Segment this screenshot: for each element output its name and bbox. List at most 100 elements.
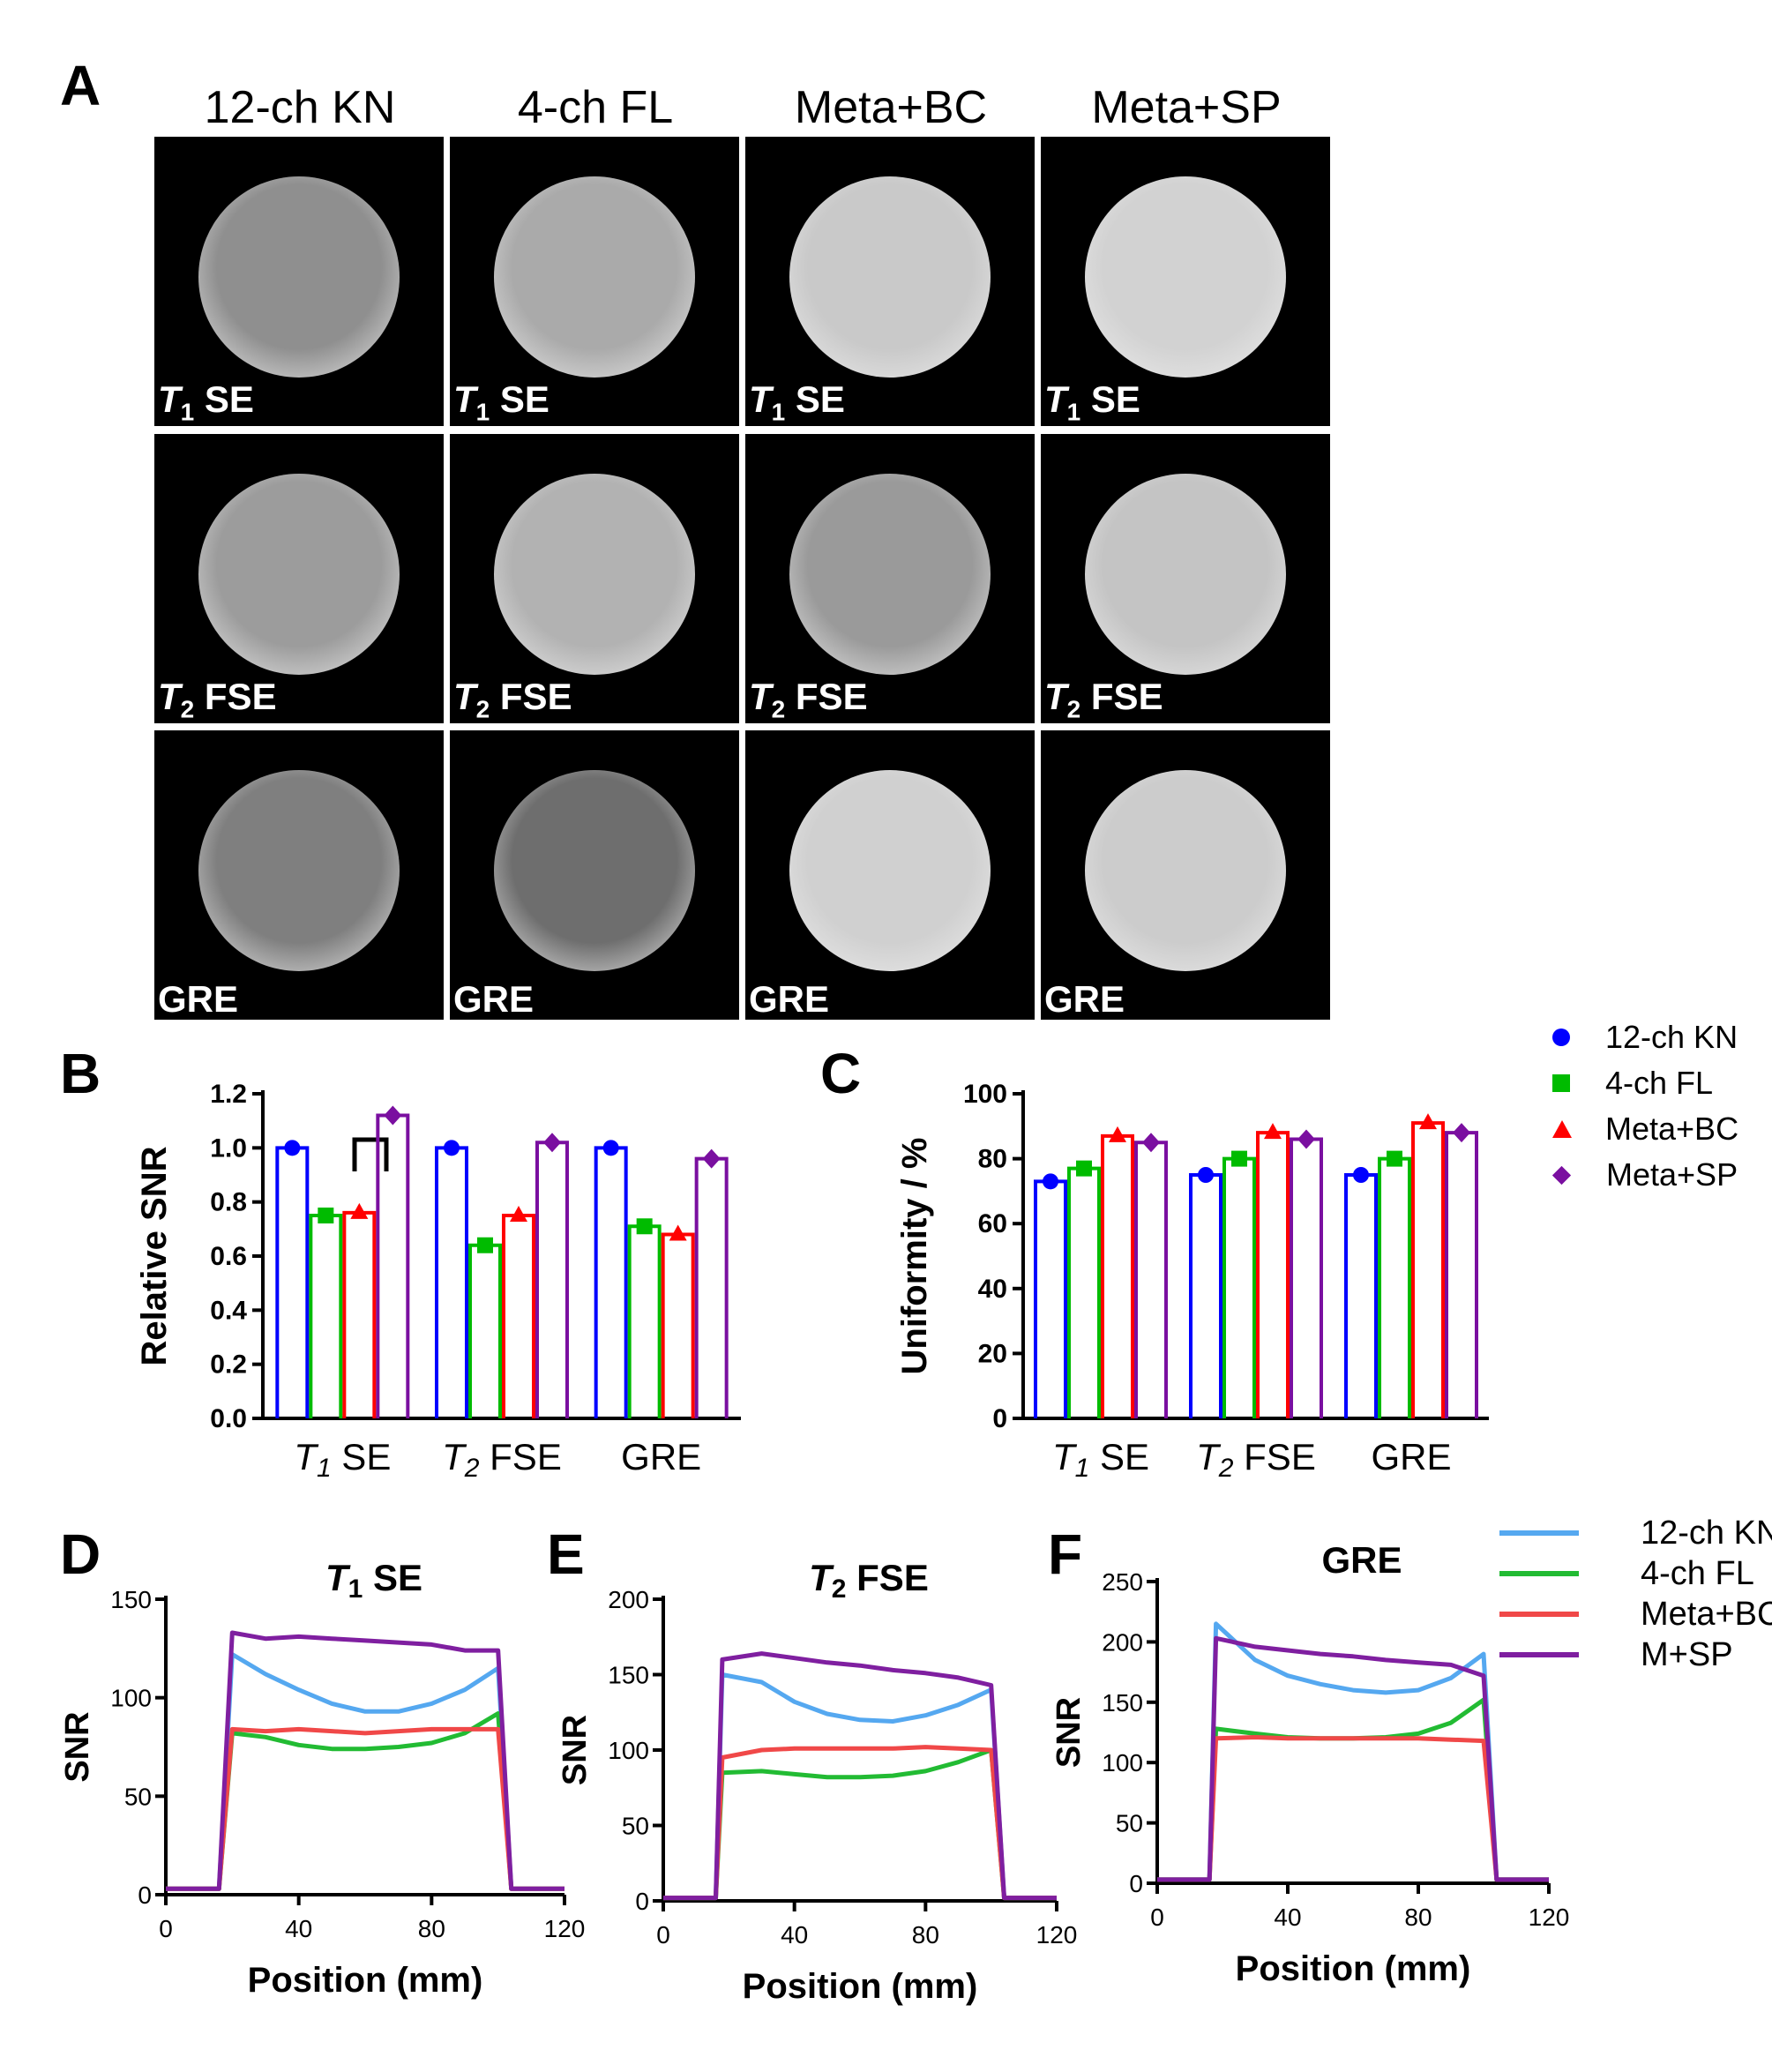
data-point [543, 1133, 561, 1153]
y-tick-label: 0.6 [210, 1242, 247, 1271]
legend-label: 12-ch KN [1605, 1019, 1738, 1055]
bar [376, 1113, 410, 1418]
data-point [1387, 1150, 1402, 1167]
series-line [1157, 1621, 1549, 1882]
y-tick-label: 1.0 [210, 1133, 247, 1163]
y-axis-label: SNR [557, 1715, 594, 1785]
legend-item: 4-ch FL [1552, 1060, 1738, 1106]
phantom-disc [198, 770, 400, 971]
column-header-12ch-kn: 12-ch KN [204, 82, 396, 133]
x-tick-label: 0 [159, 1915, 173, 1942]
data-point [1198, 1167, 1214, 1183]
bar [1445, 1131, 1478, 1418]
data-point [702, 1148, 721, 1169]
legend-item: M+SP [1499, 1634, 1772, 1675]
panel-letter-f: F [1048, 1522, 1083, 1586]
legend-item: 4-ch FL [1499, 1553, 1772, 1594]
y-tick-label: 0 [992, 1404, 1007, 1433]
phantom-disc [494, 176, 695, 378]
series-line [166, 1726, 564, 1891]
y-tick-label: 50 [1116, 1810, 1143, 1837]
data-point [510, 1206, 527, 1222]
bar [1101, 1133, 1134, 1418]
bar [661, 1232, 695, 1418]
series-line [663, 1651, 1057, 1901]
panel-letter-e: E [547, 1522, 585, 1586]
panel-letter-c: C [820, 1042, 862, 1105]
data-point [384, 1105, 402, 1126]
y-tick-label: 200 [608, 1586, 649, 1613]
x-tick-label: 80 [1404, 1904, 1432, 1931]
y-tick-label: 150 [110, 1586, 152, 1613]
legend-label: M+SP [1641, 1635, 1733, 1673]
y-tick-label: 0.8 [210, 1188, 247, 1217]
legend-item: Meta+BC [1499, 1594, 1772, 1634]
mri-image-tile: GRE [450, 730, 739, 1020]
bar [594, 1146, 628, 1418]
bar [1290, 1137, 1323, 1418]
phantom-disc [198, 176, 400, 378]
category-tick-label: GRE [1371, 1436, 1451, 1477]
bar [694, 1156, 729, 1418]
x-tick-label: 40 [1274, 1904, 1301, 1931]
y-tick-label: 20 [978, 1339, 1007, 1368]
bar [1378, 1156, 1411, 1418]
phantom-disc [1085, 176, 1286, 378]
bar [342, 1210, 377, 1418]
x-axis-label: Position (mm) [1236, 1949, 1471, 1988]
phantom-disc [1085, 770, 1286, 971]
legend-label: 4-ch FL [1605, 1065, 1714, 1101]
data-point [669, 1224, 687, 1241]
data-point [477, 1237, 493, 1253]
y-tick-label: 50 [124, 1783, 152, 1810]
square-marker-icon [1552, 1074, 1570, 1092]
series-line [166, 1630, 564, 1891]
sequence-label: T1 SE [158, 378, 254, 425]
column-header-meta-bc: Meta+BC [794, 82, 988, 133]
x-tick-label: 0 [656, 1921, 670, 1949]
sequence-label: GRE [1044, 978, 1125, 1020]
mri-image-tile: T2 FSE [745, 434, 1035, 723]
y-tick-label: 0.4 [210, 1296, 247, 1325]
bar [1411, 1121, 1445, 1418]
x-tick-label: 120 [1529, 1904, 1570, 1931]
sequence-label: GRE [749, 978, 830, 1020]
x-tick-label: 120 [544, 1915, 586, 1942]
panel-letter-a: A [60, 54, 101, 117]
data-point [1264, 1123, 1282, 1140]
x-tick-label: 40 [285, 1915, 312, 1942]
y-tick-label: 250 [1102, 1568, 1143, 1596]
y-axis-label: SNR [59, 1711, 96, 1782]
bar [1034, 1179, 1067, 1418]
sequence-label: T2 FSE [1044, 675, 1163, 722]
line-swatch [1499, 1571, 1579, 1576]
legend-item: 12-ch KN [1552, 1014, 1738, 1060]
y-tick-label: 0 [138, 1881, 152, 1909]
data-point [1142, 1133, 1160, 1153]
mri-image-tile: T2 FSE [450, 434, 739, 723]
bar [275, 1146, 310, 1418]
mri-image-tile: T1 SE [450, 137, 739, 426]
series-line [1157, 1735, 1549, 1882]
category-tick-label: T1 SE [1052, 1436, 1149, 1483]
legend-item: Meta+SP [1551, 1152, 1738, 1198]
y-axis-label: Uniformity / % [895, 1138, 934, 1375]
x-tick-label: 80 [418, 1915, 445, 1942]
bar [435, 1146, 468, 1418]
legend-line-charts: 12-ch KN 4-ch FL Meta+BC M+SP [1499, 1513, 1772, 1675]
data-point [1419, 1113, 1437, 1130]
data-point [1453, 1123, 1470, 1143]
data-point [602, 1140, 619, 1156]
mri-image-tile: T1 SE [1041, 137, 1330, 426]
phantom-disc [494, 474, 695, 675]
y-tick-label: 60 [978, 1209, 1007, 1238]
bar [1256, 1131, 1290, 1418]
x-tick-label: 40 [781, 1921, 808, 1949]
sequence-label: T1 SE [749, 378, 845, 425]
sequence-label: GRE [453, 978, 535, 1020]
bar [1067, 1166, 1101, 1418]
y-tick-label: 40 [978, 1275, 1007, 1304]
chart-title: T2 FSE [809, 1557, 929, 1604]
category-tick-label: GRE [621, 1436, 701, 1477]
phantom-disc [198, 474, 400, 675]
